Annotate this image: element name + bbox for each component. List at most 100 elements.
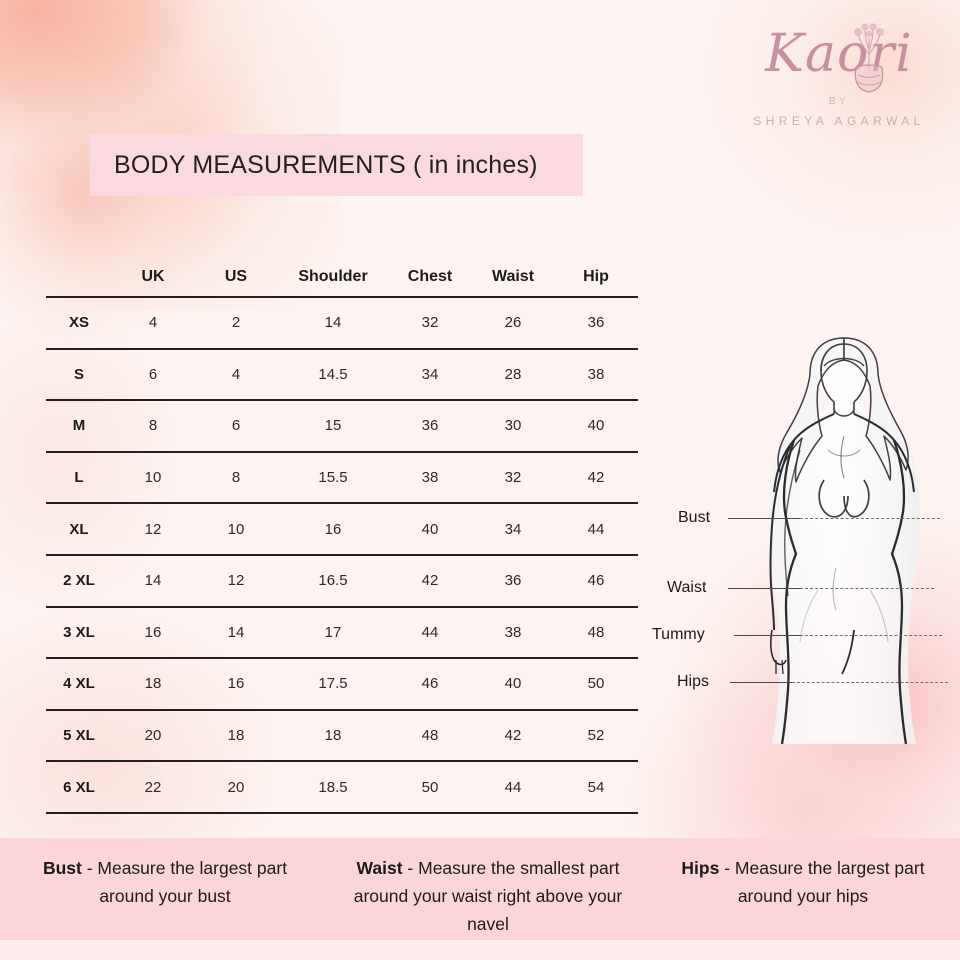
table-row: XS 4 2 14 32 26 36 [46,296,638,349]
cell-shoulder: 15 [278,399,388,452]
cell-waist: 34 [472,502,554,555]
instruction-text-bust: - Measure the largest part around your b… [81,858,288,906]
cell-hip: 44 [554,502,638,555]
cell-us: 12 [194,553,278,607]
instruction-bust: Bust - Measure the largest part around y… [0,854,330,910]
cell-uk: 12 [112,502,194,555]
cell-uk: 10 [112,450,194,504]
cell-size: S [46,347,112,401]
cell-us: 4 [194,347,278,401]
brand-logo: Kaori BY SHREYA AGARWAL [734,14,944,134]
cell-waist: 38 [472,605,554,659]
callout-leader-bust [728,518,800,519]
cell-us: 2 [194,296,278,349]
cell-uk: 4 [112,296,194,349]
cell-size: XL [46,502,112,555]
cell-chest: 48 [388,708,472,762]
callout-dash-bust [800,518,940,519]
cell-hip: 38 [554,347,638,401]
cell-hip: 52 [554,708,638,762]
cell-uk: 14 [112,553,194,607]
column-header-us: US [224,268,248,285]
cell-size: M [46,399,112,452]
cell-shoulder: 15.5 [278,450,388,504]
cell-waist: 36 [472,553,554,607]
brand-by-label: BY [828,96,850,107]
cell-size: L [46,450,112,504]
callout-label-hips: Hips [677,673,710,690]
cell-chest: 38 [388,450,472,504]
column-header-size [46,258,112,297]
cell-us: 14 [194,605,278,659]
table-header: UK US Shoulder Chest Waist Hip [46,258,638,297]
callout-dash-hips [792,682,948,683]
cell-uk: 20 [112,708,194,762]
cell-chest: 42 [388,553,472,607]
instruction-hips: Hips - Measure the largest part around y… [646,854,960,910]
flower-vase-icon [854,23,884,93]
cell-size: 6 XL [46,760,112,814]
cell-us: 16 [194,657,278,710]
column-header-shoulder: Shoulder [298,268,368,285]
cell-waist: 32 [472,450,554,504]
table-row: 5 XL 20 18 18 48 42 52 [46,708,638,762]
title-banner: BODY MEASUREMENTS ( in inches) [90,134,583,196]
cell-chest: 34 [388,347,472,401]
footer-strip-bottom [0,940,960,960]
table-row: XL 12 10 16 40 34 44 [46,502,638,555]
cell-us: 20 [194,760,278,814]
cell-chest: 50 [388,760,472,814]
cell-waist: 42 [472,708,554,762]
cell-shoulder: 16.5 [278,553,388,607]
cell-hip: 50 [554,657,638,710]
cell-hip: 54 [554,760,638,814]
cell-shoulder: 17.5 [278,657,388,710]
cell-shoulder: 14 [278,296,388,349]
cell-us: 6 [194,399,278,452]
cell-size: 5 XL [46,708,112,762]
cell-shoulder: 16 [278,502,388,555]
cell-uk: 8 [112,399,194,452]
callout-leader-waist [728,588,800,589]
cell-us: 10 [194,502,278,555]
callout-dash-waist [800,588,934,589]
cell-uk: 22 [112,760,194,814]
callout-leader-tummy [734,635,800,636]
cell-size: 2 XL [46,553,112,607]
table-row: L 10 8 15.5 38 32 42 [46,450,638,504]
instruction-term-waist: Waist [356,858,403,878]
size-chart-table: UK US Shoulder Chest Waist Hip XS 4 2 14… [46,258,638,814]
footer-strip [0,838,960,940]
cell-uk: 16 [112,605,194,659]
table-row: M 8 6 15 36 30 40 [46,399,638,452]
cell-size: XS [46,296,112,349]
column-header-uk: UK [141,268,165,285]
cell-shoulder: 14.5 [278,347,388,401]
cell-shoulder: 18.5 [278,760,388,814]
female-body-illustration [768,337,920,745]
cell-uk: 6 [112,347,194,401]
brand-script-name: Kaori [765,24,913,84]
cell-chest: 32 [388,296,472,349]
callout-label-waist: Waist [667,579,707,596]
callout-dash-tummy [800,635,942,636]
cell-size: 4 XL [46,657,112,710]
table-row: 4 XL 18 16 17.5 46 40 50 [46,657,638,710]
cell-us: 8 [194,450,278,504]
cell-waist: 30 [472,399,554,452]
callout-label-tummy: Tummy [652,626,705,643]
cell-chest: 46 [388,657,472,710]
cell-waist: 44 [472,760,554,814]
body-figure-area: Bust Waist Tummy Hips [650,330,960,750]
cell-waist: 26 [472,296,554,349]
table-body: XS 4 2 14 32 26 36 S 6 4 14.5 34 28 38 M… [46,296,638,814]
table-row: 3 XL 16 14 17 44 38 48 [46,605,638,659]
instruction-term-bust: Bust [42,858,82,878]
brand-designer-name: SHREYA AGARWAL [753,114,925,128]
cell-waist: 28 [472,347,554,401]
cell-hip: 42 [554,450,638,504]
table-row: 6 XL 22 20 18.5 50 44 54 [46,760,638,814]
cell-chest: 40 [388,502,472,555]
cell-hip: 48 [554,605,638,659]
